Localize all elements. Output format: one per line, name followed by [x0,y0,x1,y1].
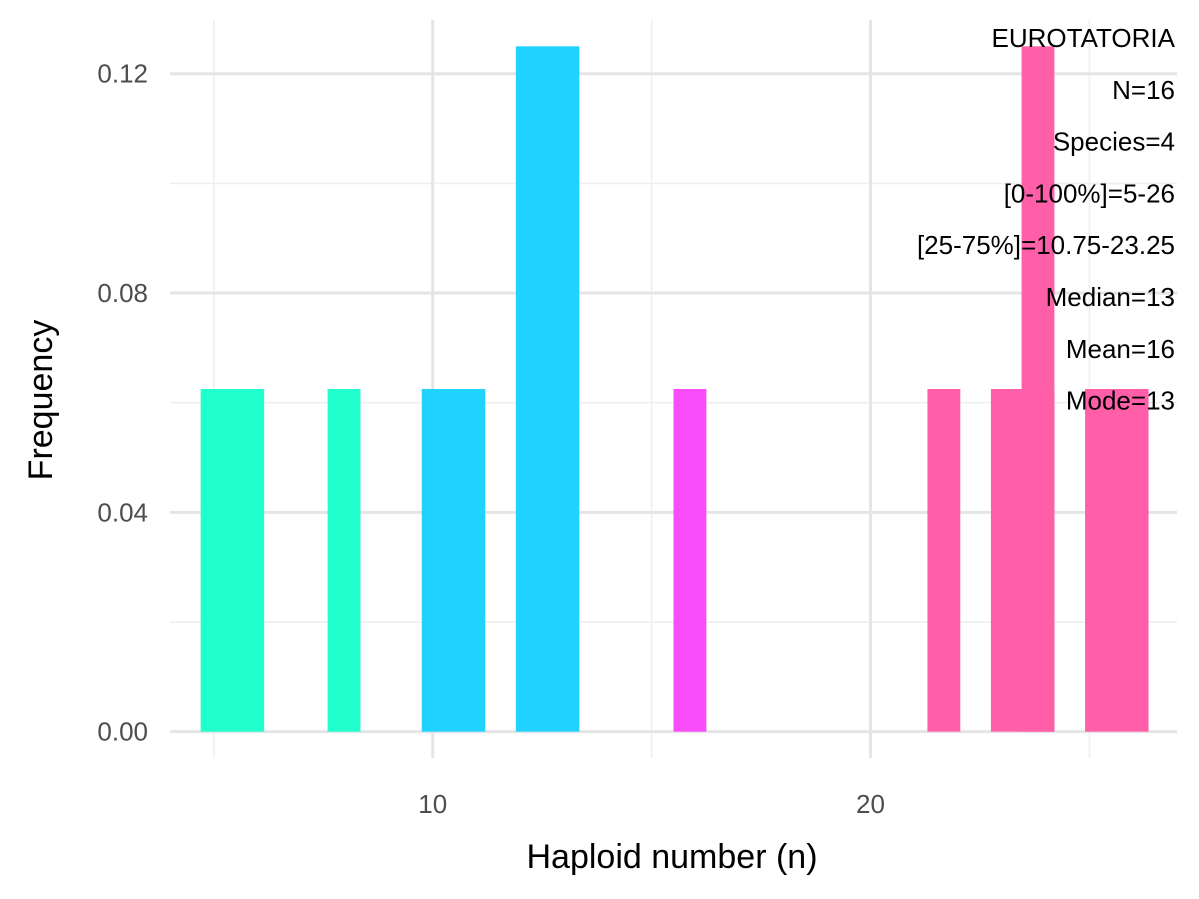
y-axis-tick-labels: 0.00 0.04 0.08 0.12 [97,59,148,747]
y-tick-label: 0.00 [97,717,148,747]
histogram-bar [421,389,486,732]
histogram-bar [927,389,961,732]
y-tick-label: 0.08 [97,278,148,308]
histogram-bar [327,389,361,732]
histogram-bar [200,389,265,732]
histogram-bar [515,46,580,732]
histogram-bar [1085,389,1149,732]
x-tick-label: 10 [418,789,447,819]
bars-layer [200,46,1149,732]
x-tick-label: 20 [856,789,885,819]
annotation-line: Mode=13 [1066,386,1175,416]
annotation-line: Species=4 [1053,127,1175,157]
y-tick-label: 0.04 [97,497,148,527]
annotation-line: EUROTATORIA [992,23,1176,53]
x-axis-tick-labels: 10 20 [418,789,885,819]
histogram-bar [1021,46,1055,732]
histogram-bar [673,389,707,732]
summary-annotations: EUROTATORIA N=16 Species=4 [0-100%]=5-26 [25… [917,23,1176,416]
annotation-line: Median=13 [1046,282,1175,312]
annotation-line: [25-75%]=10.75-23.25 [917,230,1175,260]
annotation-line: [0-100%]=5-26 [1004,178,1175,208]
y-tick-label: 0.12 [97,59,148,89]
x-axis-title: Haploid number (n) [526,838,817,876]
annotation-line: Mean=16 [1066,334,1175,364]
y-axis-title: Frequency [22,320,60,481]
annotation-line: N=16 [1112,75,1175,105]
